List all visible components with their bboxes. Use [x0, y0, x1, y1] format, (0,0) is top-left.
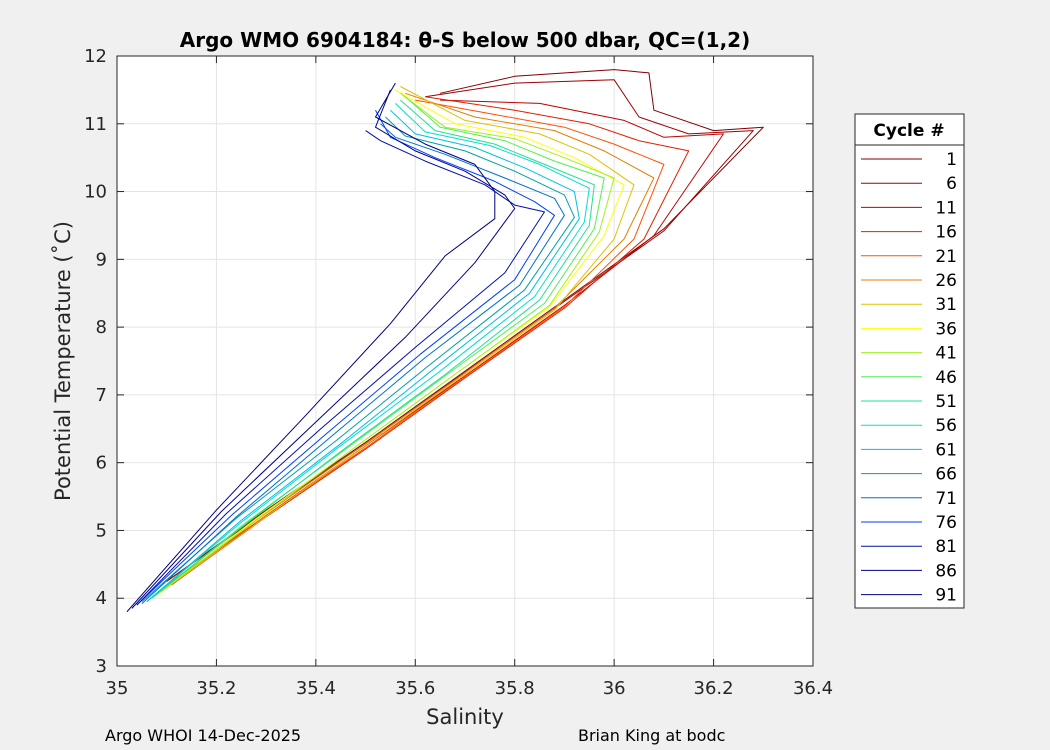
- x-axis-label: Salinity: [426, 705, 504, 729]
- legend-label: 86: [935, 561, 957, 581]
- legend-label: 31: [935, 295, 957, 315]
- series-line-cycle-91: [126, 82, 496, 613]
- y-tick-label: 12: [84, 46, 107, 67]
- series-line-cycle-56: [146, 103, 590, 602]
- legend-label: 76: [935, 513, 957, 533]
- legend-label: 6: [946, 174, 957, 194]
- y-axis-label: Potential Temperature (˚C): [51, 221, 75, 501]
- footer-left: Argo WHOI 14-Dec-2025: [105, 726, 302, 745]
- series-line-cycle-1: [166, 69, 764, 582]
- x-tick-label: 35.2: [196, 678, 236, 699]
- plot-axes: 35 35.2 35.4 35.6 35.8 36 36.2 36.4 3 4 5 6 7 8 9 10 11 1…: [84, 46, 833, 699]
- series-line-cycle-61: [146, 109, 580, 602]
- x-tick-label: 36.2: [694, 678, 734, 699]
- legend-box: [854, 113, 965, 609]
- x-tick-label: 35.4: [296, 678, 336, 699]
- x-tick-label: 35.8: [495, 678, 535, 699]
- legend-label: 66: [935, 465, 957, 485]
- y-tick-label: 11: [84, 114, 107, 135]
- series-line-cycle-86: [131, 89, 516, 609]
- chart-title: Argo WMO 6904184: θ-S below 500 dbar, QC…: [180, 28, 750, 52]
- y-tick-label: 10: [84, 182, 107, 203]
- series-line-cycle-51: [146, 99, 595, 602]
- legend-label: 46: [935, 368, 957, 388]
- legend-label: 1: [946, 150, 957, 170]
- legend-label: 91: [935, 586, 957, 606]
- series-line-cycle-21: [166, 99, 665, 586]
- series-line-cycle-16: [171, 96, 690, 586]
- series-line-cycle-41: [151, 92, 615, 599]
- series-line-cycle-71: [141, 123, 565, 604]
- y-tick-label: 5: [96, 520, 107, 541]
- series-line-cycle-66: [141, 116, 575, 602]
- y-tick-label: 6: [96, 453, 107, 474]
- legend-label: 71: [935, 489, 957, 509]
- legend-title: Cycle #: [873, 121, 944, 141]
- footer-right: Brian King at bodc: [578, 726, 726, 745]
- legend-label: 51: [935, 392, 957, 412]
- y-tick-label: 9: [96, 249, 107, 270]
- series-line-cycle-31: [156, 86, 635, 596]
- legend-label: 26: [935, 271, 957, 291]
- legend-label: 11: [935, 198, 957, 218]
- legend-label: 16: [935, 223, 957, 243]
- x-tick-label: 35: [106, 678, 129, 699]
- legend-label: 61: [935, 440, 957, 460]
- legend-label: 41: [935, 344, 957, 364]
- series-line-cycle-81: [136, 130, 545, 606]
- x-tick-label: 36.4: [793, 678, 833, 699]
- y-tick-label: 7: [96, 385, 107, 406]
- y-tick-label: 3: [96, 656, 107, 677]
- ticks: 35 35.2 35.4 35.6 35.8 36 36.2 36.4 3 4 5 6 7 8 9 10 11 1…: [84, 46, 833, 699]
- series-line-cycle-26: [161, 92, 655, 592]
- legend-label: 81: [935, 537, 957, 557]
- legend-label: 56: [935, 416, 957, 436]
- series-line-cycle-76: [136, 109, 555, 606]
- x-tick-label: 35.6: [395, 678, 435, 699]
- x-tick-label: 36: [603, 678, 626, 699]
- legend: Cycle # 16111621263136414651566166717681…: [854, 113, 965, 609]
- y-tick-label: 4: [96, 588, 107, 609]
- legend-label: 21: [935, 247, 957, 267]
- y-tick-label: 8: [96, 317, 107, 338]
- series-layer: [126, 69, 764, 613]
- legend-label: 36: [935, 319, 957, 339]
- plot-frame: [116, 55, 814, 667]
